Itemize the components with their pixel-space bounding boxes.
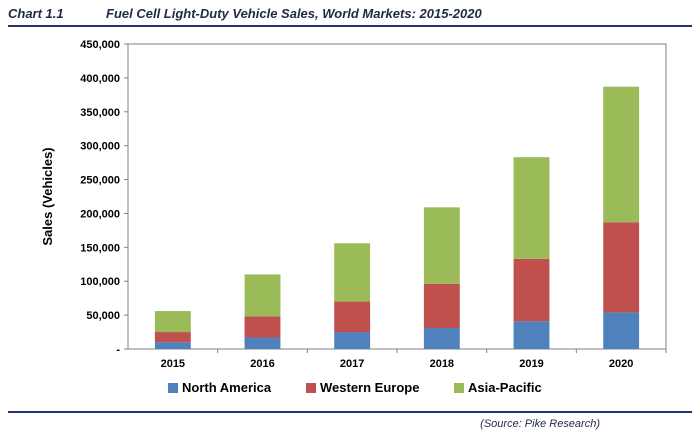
y-tick-label: 200,000 [80,208,120,220]
x-tick-label: 2019 [519,358,543,370]
bar-asia-pacific-2020 [603,86,640,223]
bar-asia-pacific-2015 [154,311,191,333]
y-tick-label: 250,000 [80,175,120,187]
bar-north-america-2015 [154,342,191,349]
plot-area-frame [127,43,667,350]
bar-north-america-2020 [603,312,640,349]
x-tick-label: 2017 [340,358,364,370]
legend-label-western-europe: Western Europe [320,380,419,395]
bar-asia-pacific-2019 [513,157,550,259]
chart-title: Fuel Cell Light-Duty Vehicle Sales, Worl… [106,6,482,21]
bottom-rule [8,411,692,413]
x-tick-label: 2018 [430,358,454,370]
y-tick-label: 100,000 [80,276,120,288]
chart-number-label: Chart 1.1 [8,6,64,21]
legend-label-north-america: North America [182,380,272,395]
bar-western-europe-2019 [513,258,550,322]
y-axis-label: Sales (Vehicles) [40,147,55,245]
y-tick-label: 150,000 [80,242,120,254]
bar-north-america-2016 [244,337,281,349]
stacked-bar-chart: - 50,000 100,000 150,000 200,000 250,000 300,0… [40,39,667,395]
bar-asia-pacific-2016 [244,274,281,317]
legend-swatch-western-europe [306,383,316,393]
bar-western-europe-2016 [244,316,281,338]
y-tick-label: 300,000 [80,141,120,153]
legend-swatch-asia-pacific [454,383,464,393]
x-tick-label: 2016 [250,358,274,370]
bar-asia-pacific-2018 [423,207,460,284]
chart-header: Chart 1.1 Fuel Cell Light-Duty Vehicle S… [8,6,692,26]
bar-western-europe-2015 [154,332,191,343]
source-note: (Source: Pike Research) [480,418,600,430]
y-tick-label: 50,000 [86,310,120,322]
bar-north-america-2018 [423,327,460,349]
bar-western-europe-2017 [334,301,371,333]
y-tick-label: - [116,344,120,356]
bar-western-europe-2020 [603,222,640,313]
y-tick-label: 400,000 [80,73,120,85]
bar-asia-pacific-2017 [334,243,371,302]
bar-north-america-2019 [513,321,550,349]
x-tick-label: 2015 [161,358,185,370]
x-tick-label: 2020 [609,358,633,370]
top-rule [8,25,692,27]
legend-label-asia-pacific: Asia-Pacific [468,380,542,395]
bar-western-europe-2018 [423,283,460,328]
y-tick-label: 450,000 [80,39,120,51]
legend-swatch-north-america [168,383,178,393]
y-tick-label: 350,000 [80,107,120,119]
bar-north-america-2017 [334,332,371,349]
